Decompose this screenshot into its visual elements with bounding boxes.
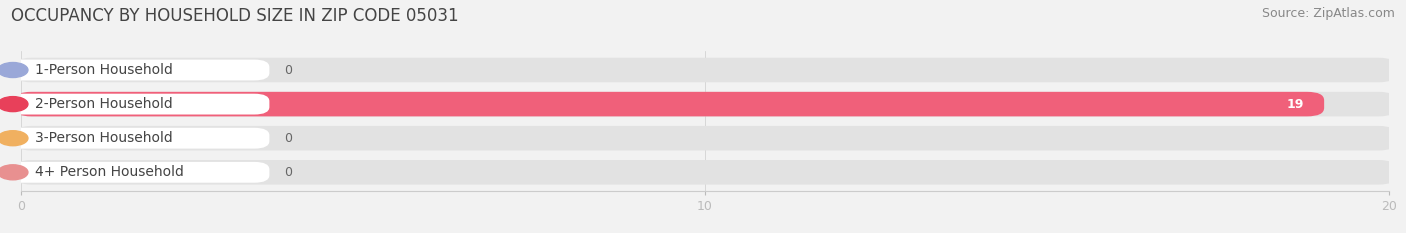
Text: 2-Person Household: 2-Person Household — [35, 97, 173, 111]
Text: 1-Person Household: 1-Person Household — [35, 63, 173, 77]
Text: OCCUPANCY BY HOUSEHOLD SIZE IN ZIP CODE 05031: OCCUPANCY BY HOUSEHOLD SIZE IN ZIP CODE … — [11, 7, 458, 25]
Circle shape — [0, 97, 28, 112]
FancyBboxPatch shape — [14, 92, 1324, 116]
FancyBboxPatch shape — [0, 162, 270, 183]
Text: Source: ZipAtlas.com: Source: ZipAtlas.com — [1261, 7, 1395, 20]
FancyBboxPatch shape — [14, 58, 1396, 82]
FancyBboxPatch shape — [0, 128, 270, 149]
Circle shape — [0, 165, 28, 180]
Circle shape — [0, 131, 28, 146]
FancyBboxPatch shape — [14, 126, 1396, 151]
Text: 4+ Person Household: 4+ Person Household — [35, 165, 184, 179]
FancyBboxPatch shape — [0, 94, 270, 114]
Text: 19: 19 — [1286, 98, 1303, 111]
FancyBboxPatch shape — [14, 92, 1396, 116]
Text: 3-Person Household: 3-Person Household — [35, 131, 173, 145]
FancyBboxPatch shape — [0, 60, 270, 80]
Text: 0: 0 — [284, 166, 292, 179]
FancyBboxPatch shape — [14, 160, 1396, 185]
Circle shape — [0, 62, 28, 78]
Text: 0: 0 — [284, 132, 292, 145]
Text: 0: 0 — [284, 64, 292, 76]
